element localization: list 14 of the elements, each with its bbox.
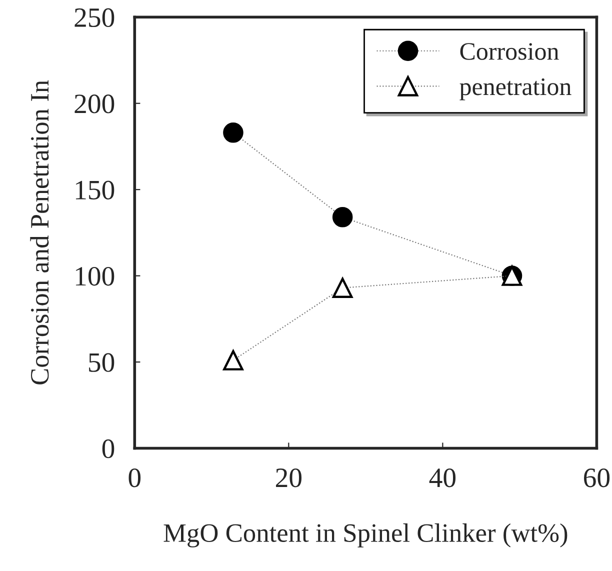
y-tick-label: 250 [74,8,114,28]
y-tick-label: 50 [89,353,114,372]
x-tick-label: 20 [276,468,302,488]
x-tick-label: 40 [429,468,456,488]
legend-label: Corrosion [460,43,559,60]
y-tick-label: 150 [76,180,114,200]
x-tick-label: 0 [128,468,141,488]
y-axis-title: Corrosion and Penetration In [30,80,49,384]
y-tick-label: 0 [102,439,114,458]
y-tick-label: 200 [74,94,114,114]
x-tick-label: 60 [584,468,610,488]
y-tick-label: 100 [76,266,114,286]
x-axis-title: MgO Content in Spinel Clinker (wt%) [164,523,568,548]
legend-label: penetration [460,78,572,100]
